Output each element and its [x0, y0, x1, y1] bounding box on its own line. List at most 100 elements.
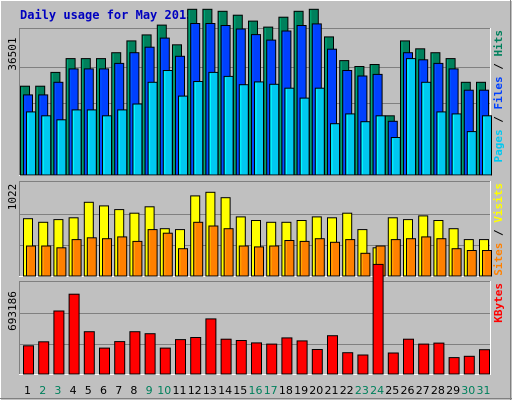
- sites-bar: [406, 238, 416, 277]
- pages-bar: [269, 83, 280, 176]
- day-tick-label: 10: [157, 384, 171, 397]
- legend: Sites / Visits: [492, 183, 505, 276]
- pages-bar: [314, 87, 325, 176]
- kbytes-bar: [311, 349, 323, 375]
- sites-bar: [132, 240, 143, 277]
- pages-bar: [223, 75, 234, 176]
- sites-bar: [223, 228, 234, 277]
- kbytes-bar: [327, 335, 338, 375]
- day-tick-label: 2: [39, 384, 46, 397]
- sites-bar: [71, 239, 82, 277]
- day-tick-label: 11: [173, 384, 187, 397]
- day-tick-label: 12: [188, 384, 202, 397]
- legend-entry: Hits: [492, 30, 505, 57]
- kbytes-bar: [38, 341, 50, 375]
- kbytes-bar: [175, 339, 186, 375]
- pages-bar: [299, 97, 310, 176]
- day-tick-label: 17: [264, 384, 278, 397]
- sites-bar: [26, 245, 36, 277]
- sites-bar: [345, 239, 356, 277]
- pages-bar: [375, 115, 386, 176]
- pages-bar: [208, 71, 219, 176]
- sites-bar: [466, 250, 477, 277]
- day-tick-label: 6: [100, 384, 107, 397]
- kbytes-bar: [266, 343, 278, 375]
- pages-bar: [147, 81, 158, 176]
- sites-bar: [238, 245, 249, 277]
- sites-bar: [86, 237, 97, 277]
- kbytes-bar: [99, 347, 110, 375]
- legend-entry: Visits: [492, 183, 505, 223]
- kbytes-bar: [23, 345, 34, 375]
- day-tick-label: 3: [54, 384, 61, 397]
- pages-bar: [390, 137, 401, 176]
- day-tick-label: 13: [203, 384, 217, 397]
- pages-files-hits-panel: 36501 Pages / Files / Hits: [6, 8, 505, 176]
- kbytes-bar: [159, 347, 171, 375]
- sites-bar: [436, 238, 447, 277]
- day-axis: 1 2 3 4 5 6 7 8 9 10 11 12 13 14 15 16 17 18 19 20 21 22 23 24 2…: [24, 384, 491, 397]
- sites-bar: [41, 245, 52, 277]
- kbytes-bar: [129, 331, 141, 375]
- day-tick-label: 21: [325, 384, 339, 397]
- kbytes-bar: [251, 342, 262, 375]
- pages-bar: [178, 95, 188, 176]
- day-tick-label: 19: [294, 384, 308, 397]
- pages-bar: [421, 81, 432, 176]
- kbytes-panel: 693186 KBytes: [6, 263, 505, 375]
- sites-bar: [284, 240, 295, 277]
- legend: KBytes: [492, 283, 505, 323]
- kbytes-bar: [205, 318, 217, 375]
- day-tick-label: 26: [401, 384, 415, 397]
- sites-bar: [117, 236, 128, 277]
- sites-bar: [208, 225, 219, 277]
- kbytes-bar: [372, 263, 384, 375]
- day-tick-label: 31: [477, 384, 491, 397]
- ymax-label: 1022: [6, 184, 19, 211]
- kbytes-bar: [433, 342, 445, 375]
- pages-bar: [406, 58, 416, 176]
- sites-bar: [299, 240, 310, 277]
- legend-entry: Files: [492, 76, 505, 109]
- pages-bar: [56, 119, 67, 176]
- sites-bar: [193, 221, 204, 277]
- pages-bar: [117, 109, 128, 176]
- kbytes-bar: [463, 355, 475, 375]
- kbytes-bar: [448, 357, 460, 375]
- ymax-label: 693186: [6, 291, 19, 331]
- day-tick-label: 27: [416, 384, 430, 397]
- sites-bar: [314, 238, 325, 277]
- pages-bar: [193, 81, 204, 176]
- kbytes-bar: [114, 341, 126, 375]
- pages-bar: [451, 113, 462, 176]
- legend-entry: /: [492, 57, 505, 77]
- sites-bar: [360, 252, 371, 277]
- day-tick-label: 20: [309, 384, 323, 397]
- legend-entry: /: [492, 110, 505, 130]
- chart-title: Daily usage for May 2015: [20, 8, 193, 22]
- sites-visits-panel: 1022 Sites / Visits: [6, 181, 505, 277]
- sites-bar: [482, 250, 492, 277]
- sites-bar: [162, 232, 173, 277]
- kbytes-bar: [281, 337, 293, 375]
- sites-bar: [421, 236, 432, 277]
- day-tick-label: 24: [370, 384, 384, 397]
- pages-bar: [330, 123, 340, 176]
- day-tick-label: 23: [355, 384, 369, 397]
- day-tick-label: 18: [279, 384, 293, 397]
- kbytes-bar: [235, 340, 247, 375]
- pages-bar: [238, 84, 249, 176]
- pages-bar: [466, 131, 477, 176]
- sites-bar: [56, 247, 67, 277]
- kbytes-bar: [220, 338, 232, 375]
- legend-entry: Pages: [492, 129, 505, 162]
- ymax-label: 36501: [6, 37, 19, 70]
- sites-bar: [147, 229, 158, 277]
- pages-bar: [26, 111, 36, 176]
- kbytes-bar: [190, 337, 202, 375]
- day-tick-label: 22: [340, 384, 354, 397]
- kbytes-bar: [296, 340, 308, 375]
- kbytes-bar: [342, 352, 354, 375]
- pages-bar: [254, 81, 264, 176]
- kbytes-bar: [53, 310, 65, 375]
